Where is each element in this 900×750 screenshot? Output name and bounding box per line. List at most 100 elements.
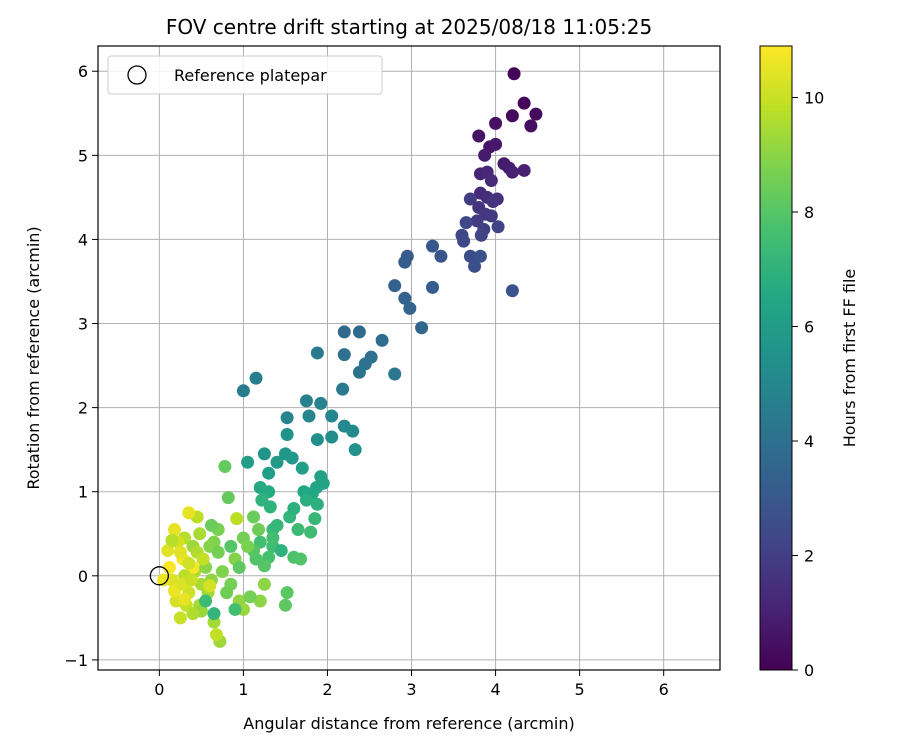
data-point	[314, 396, 328, 410]
data-point	[491, 220, 505, 234]
data-point	[295, 461, 309, 475]
data-point	[346, 424, 360, 438]
colorbar-gradient	[759, 45, 793, 671]
data-point	[257, 577, 271, 591]
data-point	[463, 249, 477, 263]
data-point	[203, 579, 217, 593]
data-point	[253, 594, 267, 608]
data-point	[415, 321, 429, 335]
data-point	[529, 107, 543, 121]
data-point	[398, 255, 412, 269]
data-point	[463, 192, 477, 206]
axis-ticks: 0 1 2 3 4 5 6 −1 0 1 2 3 4 5 6	[64, 62, 668, 699]
data-point	[157, 573, 171, 587]
data-point	[505, 284, 519, 298]
data-point	[352, 325, 366, 339]
colorbar-tick-label: 4	[804, 432, 814, 451]
data-point	[507, 67, 521, 81]
data-point	[161, 544, 175, 558]
data-point	[224, 539, 238, 553]
y-tick-label: 2	[78, 399, 88, 418]
colorbar-ticks: 0 2 4 6 8 10	[792, 89, 824, 680]
data-point	[249, 371, 263, 385]
data-point	[426, 239, 440, 253]
data-point	[474, 228, 488, 242]
data-point	[193, 527, 207, 541]
data-point	[280, 428, 294, 442]
data-point	[270, 518, 284, 532]
data-point	[505, 109, 519, 123]
data-point	[252, 523, 266, 537]
data-point	[186, 607, 200, 621]
y-tick-label: 4	[78, 230, 88, 249]
x-axis-label: Angular distance from reference (arcmin)	[243, 714, 574, 733]
data-point	[388, 279, 402, 293]
data-point	[517, 163, 531, 177]
data-point	[325, 409, 339, 423]
data-point	[310, 346, 324, 360]
data-point	[337, 325, 351, 339]
colorbar-tick-label: 8	[804, 203, 814, 222]
colorbar-tick-label: 0	[804, 661, 814, 680]
legend: Reference platepar	[107, 55, 383, 95]
data-point	[524, 119, 538, 133]
data-point	[247, 510, 260, 524]
data-point	[182, 556, 196, 570]
data-point	[457, 234, 471, 248]
data-point	[230, 512, 244, 526]
reference-platepar-marker	[149, 566, 170, 586]
data-point	[218, 459, 232, 473]
data-point	[484, 174, 498, 188]
data-points	[157, 67, 543, 648]
data-point	[287, 502, 301, 516]
data-point	[388, 367, 402, 381]
data-point	[266, 531, 280, 545]
data-point	[204, 518, 218, 532]
data-point	[178, 592, 192, 606]
data-point	[210, 628, 224, 642]
data-point	[182, 506, 196, 520]
data-point	[403, 301, 417, 315]
data-point	[337, 348, 351, 362]
data-point	[294, 552, 308, 566]
y-tick-label: 0	[78, 567, 88, 586]
legend-label: Reference platepar	[174, 66, 327, 85]
data-point	[232, 560, 246, 574]
data-point	[173, 545, 187, 559]
data-point	[398, 291, 412, 305]
data-point	[352, 365, 366, 379]
colorbar-tick-label: 2	[804, 547, 814, 566]
data-point	[280, 411, 294, 425]
y-axis-label: Rotation from reference (arcmin)	[24, 226, 43, 489]
data-point	[310, 433, 324, 447]
plot-frame	[97, 45, 721, 671]
data-point	[280, 586, 294, 600]
colorbar-tick-label: 10	[804, 89, 824, 108]
data-point	[243, 590, 257, 604]
data-point	[308, 512, 322, 526]
data-point	[426, 280, 440, 294]
data-point	[221, 491, 235, 505]
data-point	[302, 409, 316, 423]
x-tick-label: 1	[238, 680, 248, 699]
data-point	[336, 382, 350, 396]
data-point	[162, 560, 176, 574]
y-tick-label: 1	[78, 483, 88, 502]
data-point	[348, 443, 362, 457]
data-point	[207, 607, 221, 621]
data-point	[434, 249, 448, 263]
data-point	[484, 209, 498, 223]
grid	[98, 46, 720, 670]
data-point	[173, 611, 187, 625]
data-point	[241, 539, 255, 553]
data-point	[505, 165, 519, 179]
data-point	[236, 384, 250, 398]
data-point	[263, 500, 277, 514]
data-point	[310, 497, 324, 511]
data-point	[486, 195, 500, 209]
data-point	[249, 552, 263, 566]
data-point	[165, 533, 179, 547]
data-point	[285, 451, 299, 465]
x-tick-label: 3	[406, 680, 416, 699]
x-tick-label: 4	[490, 680, 500, 699]
